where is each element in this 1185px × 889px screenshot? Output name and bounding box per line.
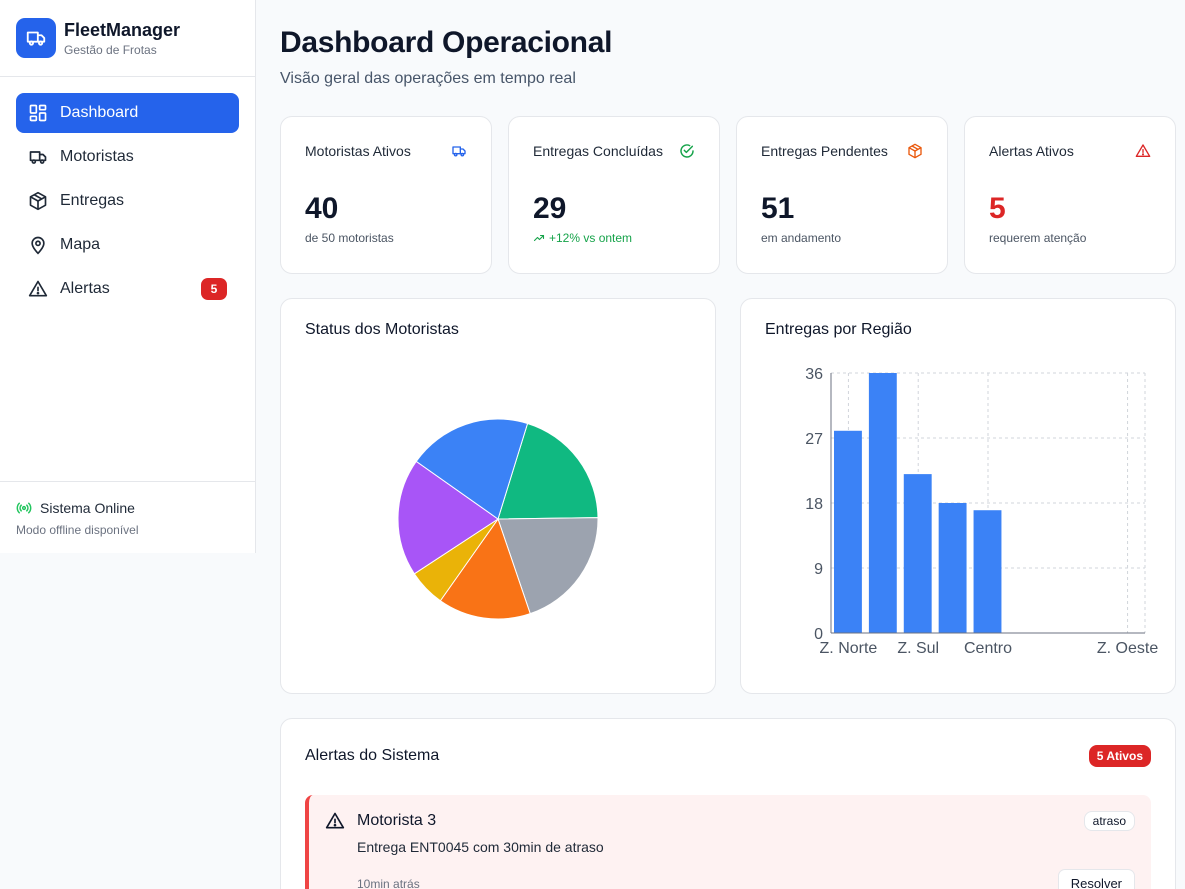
stat-card-motoristas: Motoristas Ativos 40 de 50 motoristas <box>280 116 492 274</box>
package-icon <box>907 143 923 159</box>
alert-title: Motorista 3 <box>357 812 437 829</box>
y-tick-label: 9 <box>814 561 823 578</box>
stat-sub: de 50 motoristas <box>305 231 394 245</box>
trending-up-icon <box>533 234 545 242</box>
map-pin-icon <box>28 235 48 255</box>
stat-card-entregas-concluidas: Entregas Concluídas 29 +12% vs ontem <box>508 116 720 274</box>
x-tick-label: Z. Oeste <box>1097 640 1158 657</box>
x-tick-label: Z. Sul <box>897 640 939 657</box>
alert-item: Motorista 3 atraso Entrega ENT0045 com 3… <box>305 795 1151 889</box>
truck-icon <box>451 143 467 159</box>
nav-item-alertas[interactable]: Alertas 5 <box>16 269 239 309</box>
stat-title: Entregas Concluídas <box>533 143 663 159</box>
brand-logo <box>16 18 56 58</box>
page-subtitle: Visão geral das operações em tempo real <box>280 70 576 87</box>
alert-message: Entrega ENT0045 com 30min de atraso <box>357 839 604 855</box>
resolve-button[interactable]: Resolver <box>1057 869 1135 889</box>
alert-triangle-icon <box>325 811 345 831</box>
page-title: Dashboard Operacional <box>280 26 613 59</box>
pie-slice-1 <box>497 517 599 615</box>
stat-value: 51 <box>761 192 795 225</box>
stat-sub: requerem atenção <box>989 231 1087 245</box>
nav-label: Motoristas <box>60 148 134 165</box>
chart-title: Status dos Motoristas <box>305 321 459 338</box>
bar <box>868 373 897 633</box>
pie-slice-4 <box>397 460 499 575</box>
y-tick-label: 36 <box>805 366 823 383</box>
truck-icon <box>26 31 46 46</box>
alert-time: 10min atrás <box>357 876 420 889</box>
alerts-title: Alertas do Sistema <box>305 747 440 764</box>
alerts-count-badge: 5 <box>201 278 227 300</box>
alert-triangle-icon <box>1135 143 1151 159</box>
check-circle-icon <box>679 143 695 159</box>
y-tick-label: 18 <box>805 496 823 513</box>
alert-type-badge: atraso <box>1083 811 1135 831</box>
bar <box>973 510 1002 633</box>
pie-slice-5 <box>415 418 529 520</box>
x-tick-label: Z. Norte <box>820 640 878 657</box>
brand-subtitle: Gestão de Frotas <box>64 42 157 57</box>
active-alerts-badge: 5 Ativos <box>1088 745 1151 767</box>
alert-triangle-icon <box>28 279 48 299</box>
x-tick-label: Centro <box>964 640 1012 657</box>
package-icon <box>28 191 48 211</box>
region-deliveries-bar-chart: 0 9 18 27 36 Z. Norte Z. Sul Centro Z. Oeste <box>805 366 1158 657</box>
pie-slice-0 <box>497 422 599 520</box>
stat-sub: +12% vs ontem <box>549 231 633 245</box>
main-content: Dashboard Operacional Visão geral das op… <box>256 0 1185 889</box>
bar <box>903 474 932 633</box>
brand-name: FleetManager <box>64 19 181 40</box>
stat-title: Entregas Pendentes <box>761 143 888 159</box>
sidebar-footer: Sistema Online Modo offline disponível <box>0 481 255 553</box>
stat-value: 40 <box>305 192 339 225</box>
nav-label: Entregas <box>60 192 125 209</box>
offline-note: Modo offline disponível <box>16 523 139 537</box>
nav-item-motoristas[interactable]: Motoristas <box>16 137 239 177</box>
driver-status-pie-chart <box>397 418 599 620</box>
nav-item-dashboard[interactable]: Dashboard <box>16 93 239 133</box>
pie-slice-2 <box>439 517 531 620</box>
system-status: Sistema Online <box>40 500 135 516</box>
driver-status-chart-card: Status dos Motoristas <box>280 298 716 694</box>
sidebar: FleetManager Gestão de Frotas Dashboard … <box>0 0 256 553</box>
stat-title: Motoristas Ativos <box>305 143 411 159</box>
grid-icon <box>28 103 48 123</box>
nav-label: Mapa <box>60 236 101 253</box>
stat-value: 5 <box>989 192 1006 225</box>
radio-signal-icon <box>16 500 32 516</box>
nav-label: Dashboard <box>60 104 139 121</box>
stat-card-entregas-pendentes: Entregas Pendentes 51 em andamento <box>736 116 948 274</box>
stat-card-alertas: Alertas Ativos 5 requerem atenção <box>964 116 1176 274</box>
y-tick-label: 0 <box>814 626 823 643</box>
nav-item-mapa[interactable]: Mapa <box>16 225 239 265</box>
stat-title: Alertas Ativos <box>989 143 1074 159</box>
bar <box>834 430 862 633</box>
region-deliveries-chart-card: Entregas por Região 0 9 18 27 36 Z. Norte Z. S… <box>740 298 1176 694</box>
bar <box>938 503 967 633</box>
nav-label: Alertas <box>60 280 110 297</box>
main-nav: Dashboard Motoristas Entregas Mapa Alert… <box>0 77 255 309</box>
y-tick-label: 27 <box>805 431 823 448</box>
system-alerts-card: Alertas do Sistema 5 Ativos Motorista 3 … <box>280 718 1176 889</box>
chart-title: Entregas por Região <box>765 321 912 338</box>
stat-sub: em andamento <box>761 231 842 245</box>
truck-icon <box>28 147 48 167</box>
nav-item-entregas[interactable]: Entregas <box>16 181 239 221</box>
brand: FleetManager Gestão de Frotas <box>0 0 255 77</box>
stat-value: 29 <box>533 192 567 225</box>
